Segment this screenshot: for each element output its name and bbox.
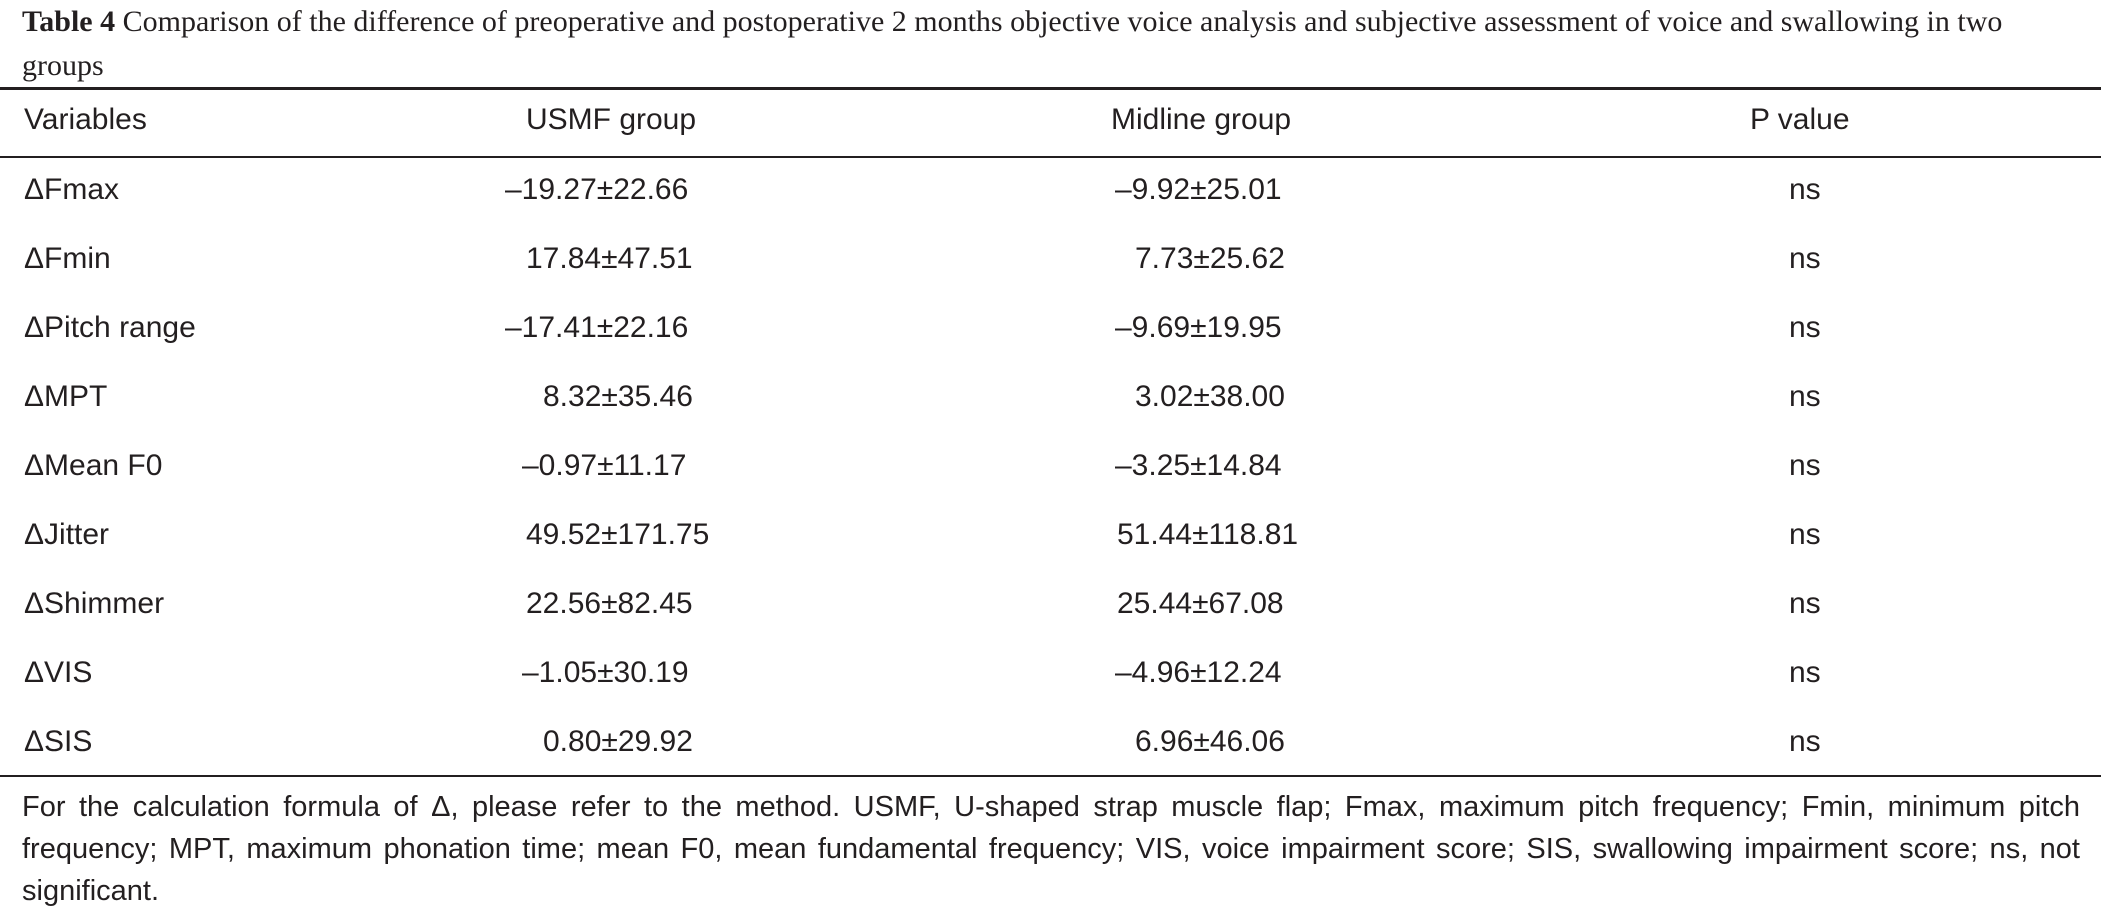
table-top-rule — [0, 87, 2101, 90]
cell-midline: –4.96±12.24 — [1115, 656, 1282, 689]
cell-usmf: –1.05±30.19 — [522, 656, 689, 689]
cell-variable: ΔPitch range — [24, 311, 196, 344]
table-caption: Table 4 Comparison of the difference of … — [22, 0, 2082, 88]
column-header-usmf-group: USMF group — [526, 103, 697, 136]
column-header-variables: Variables — [24, 103, 147, 136]
cell-p-value: ns — [1789, 518, 1821, 551]
table-caption-text: Comparison of the difference of preopera… — [22, 5, 2003, 82]
cell-midline: 51.44±118.81 — [1117, 518, 1299, 551]
cell-midline: 7.73±25.62 — [1135, 242, 1285, 275]
table-header-rule — [0, 156, 2101, 158]
cell-usmf: 49.52±171.75 — [526, 518, 710, 551]
cell-usmf: 8.32±35.46 — [543, 380, 693, 413]
table-caption-label: Table 4 — [22, 5, 116, 38]
cell-usmf: 17.84±47.51 — [526, 242, 693, 275]
cell-p-value: ns — [1789, 380, 1821, 413]
cell-p-value: ns — [1789, 173, 1821, 206]
cell-p-value: ns — [1789, 587, 1821, 620]
cell-usmf: –19.27±22.66 — [505, 173, 689, 206]
column-header-midline-group: Midline group — [1111, 103, 1292, 136]
cell-midline: 25.44±67.08 — [1117, 587, 1284, 620]
cell-p-value: ns — [1789, 725, 1821, 758]
cell-midline: 3.02±38.00 — [1135, 380, 1285, 413]
cell-variable: ΔMean F0 — [24, 449, 163, 482]
table-bottom-rule — [0, 775, 2101, 777]
cell-usmf: 0.80±29.92 — [543, 725, 693, 758]
column-header-p-value: P value — [1750, 103, 1850, 136]
cell-midline: –9.92±25.01 — [1115, 173, 1282, 206]
cell-midline: –3.25±14.84 — [1115, 449, 1282, 482]
cell-p-value: ns — [1789, 242, 1821, 275]
cell-midline: –9.69±19.95 — [1115, 311, 1282, 344]
cell-midline: 6.96±46.06 — [1135, 725, 1285, 758]
cell-p-value: ns — [1789, 449, 1821, 482]
cell-usmf: –17.41±22.16 — [505, 311, 689, 344]
cell-variable: ΔShimmer — [24, 587, 165, 620]
cell-variable: ΔFmin — [24, 242, 111, 275]
cell-variable: ΔMPT — [24, 380, 108, 413]
cell-p-value: ns — [1789, 656, 1821, 689]
cell-variable: ΔSIS — [24, 725, 93, 758]
cell-variable: ΔJitter — [24, 518, 110, 551]
cell-variable: ΔFmax — [24, 173, 120, 206]
cell-variable: ΔVIS — [24, 656, 93, 689]
cell-usmf: 22.56±82.45 — [526, 587, 693, 620]
cell-usmf: –0.97±11.17 — [522, 449, 687, 482]
table-footnote: For the calculation formula of Δ, please… — [22, 791, 2080, 907]
cell-p-value: ns — [1789, 311, 1821, 344]
